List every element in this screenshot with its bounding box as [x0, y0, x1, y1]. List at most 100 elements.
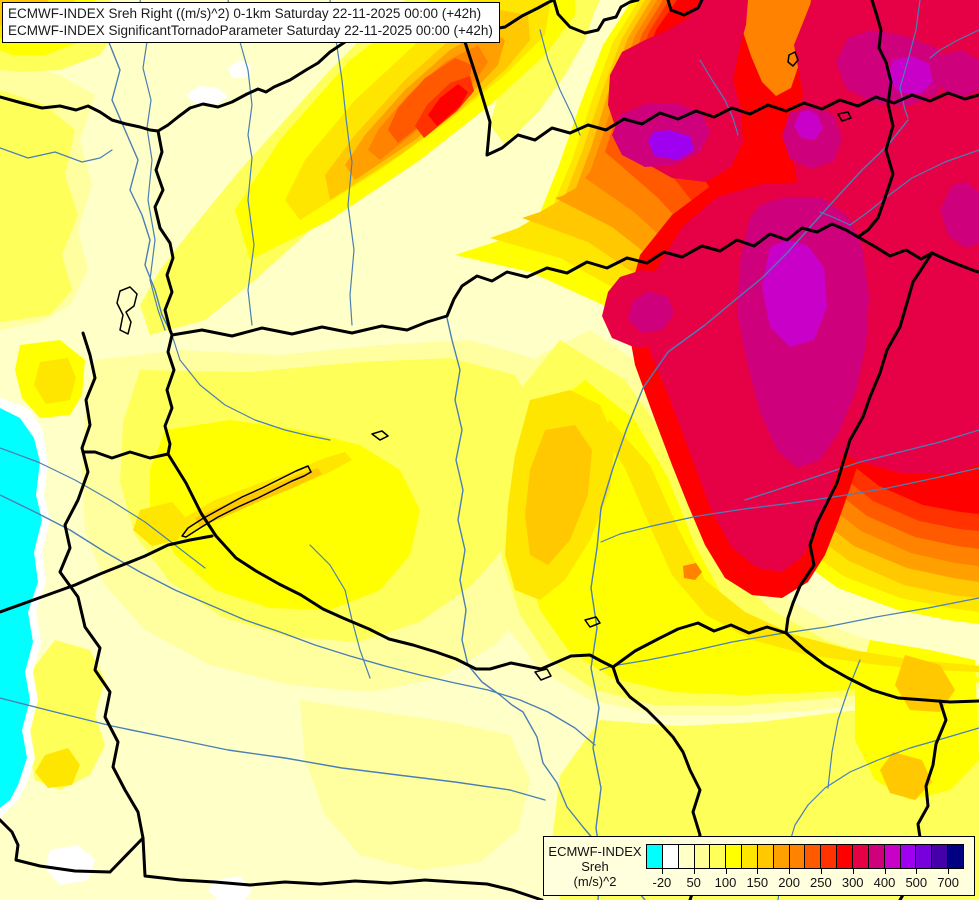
country-border [856, 235, 979, 274]
contour-region [794, 110, 823, 140]
contour-region [880, 752, 932, 800]
country-border [666, 0, 704, 17]
legend-color-swatch [948, 845, 963, 868]
legend-tick-label: 250 [810, 875, 832, 890]
legend-color-swatch [916, 845, 933, 868]
legend-color-swatch [742, 845, 758, 868]
legend-tick-label: 500 [905, 875, 928, 890]
contour-region [887, 56, 933, 94]
contour-region [683, 563, 702, 580]
lake-outline [837, 111, 852, 122]
legend-color-swatch [710, 845, 727, 868]
river-line [699, 59, 739, 136]
country-border [0, 818, 544, 900]
country-border [58, 450, 170, 840]
title-line-parameter: ECMWF-INDEX Sreh Right ((m/s)^2) 0-1km S… [8, 6, 482, 21]
title-line-index: ECMWF-INDEX SignificantTornadoParameter … [8, 23, 493, 38]
contour-region [628, 291, 674, 333]
country-border [611, 621, 788, 669]
legend-colorbar: -20 50 100 150 200 250 300 400 500 700 [646, 844, 964, 895]
contour-region [940, 182, 979, 248]
lake-outline [181, 465, 312, 538]
legend-tick-label: 300 [841, 875, 864, 890]
legend: ECMWF-INDEX Sreh (m/s)^2 -20 50 100 150 200 2… [543, 836, 975, 896]
contour-region [0, 90, 78, 322]
title-bar: ECMWF-INDEX Sreh Right ((m/s)^2) 0-1km S… [2, 2, 500, 43]
legend-title: ECMWF-INDEX [548, 843, 642, 859]
river-line [899, 0, 921, 119]
legend-tick-label: 150 [746, 875, 769, 890]
contour-region [935, 50, 979, 97]
legend-color-swatch [805, 845, 822, 868]
river-line [94, 9, 173, 336]
legend-color-swatch [837, 845, 853, 868]
legend-color-swatch [773, 845, 790, 868]
legend-tick-mark [661, 869, 663, 874]
legend-tick-mark [884, 869, 886, 874]
legend-color-swatch [647, 845, 663, 868]
legend-tick-mark [916, 869, 918, 874]
lake-outline [584, 616, 601, 628]
river-line [0, 447, 206, 569]
river-line [0, 147, 113, 163]
river-line [929, 29, 979, 59]
river-line [329, 0, 355, 326]
legend-color-swatch [662, 845, 679, 868]
legend-tick-mark [725, 869, 727, 874]
legend-color-swatch [868, 845, 885, 868]
lake-outline [534, 668, 552, 681]
contour-region [388, 58, 472, 143]
contour-region [490, 0, 600, 145]
lake-outline [116, 286, 138, 335]
legend-color-swatch [694, 845, 711, 868]
contour-region [525, 425, 592, 565]
contour-region [45, 845, 95, 885]
country-border [552, 0, 640, 35]
country-border [856, 0, 895, 239]
legend-color-swatch [932, 845, 949, 868]
river-line [139, 0, 166, 331]
legend-tick-label: -20 [652, 875, 672, 890]
legend-color-swatch [678, 845, 695, 868]
lake-outline [371, 430, 389, 441]
legend-color-swatch [821, 845, 838, 868]
contour-region [0, 408, 42, 808]
contour-region [648, 130, 694, 160]
river-line [600, 467, 979, 543]
legend-tick-label: 50 [686, 875, 701, 890]
country-border [163, 333, 176, 456]
river-line [599, 597, 979, 671]
legend-tick-mark [852, 869, 854, 874]
contour-region [150, 420, 420, 610]
legend-units: (m/s)^2 [573, 873, 617, 889]
river-line [309, 544, 371, 679]
legend-color-swatch [789, 845, 806, 868]
legend-tick-label: 400 [873, 875, 896, 890]
country-border [0, 534, 214, 614]
legend-tick-mark [789, 869, 791, 874]
legend-color-swatch [900, 845, 917, 868]
river-line [0, 494, 596, 746]
legend-color-swatch [726, 845, 743, 868]
country-border [80, 331, 97, 454]
contour-region [35, 748, 80, 788]
legend-tick-mark [820, 869, 822, 874]
legend-tick-mark [693, 869, 695, 874]
legend-tick-row: -20 50 100 150 200 250 300 400 500 700 [646, 869, 964, 895]
river-line [590, 119, 909, 900]
legend-tick-label: 200 [778, 875, 800, 890]
legend-tick-mark [948, 869, 950, 874]
legend-color-swatch [757, 845, 774, 868]
river-line [539, 29, 581, 136]
river-line [227, 0, 255, 326]
contour-region [300, 700, 530, 870]
country-border [170, 222, 860, 338]
country-border [153, 129, 175, 337]
legend-tick-mark [757, 869, 759, 874]
legend-color-swatch [884, 845, 901, 868]
river-line [744, 429, 979, 501]
legend-color-swatch [852, 845, 869, 868]
legend-tick-label: 100 [714, 875, 737, 890]
